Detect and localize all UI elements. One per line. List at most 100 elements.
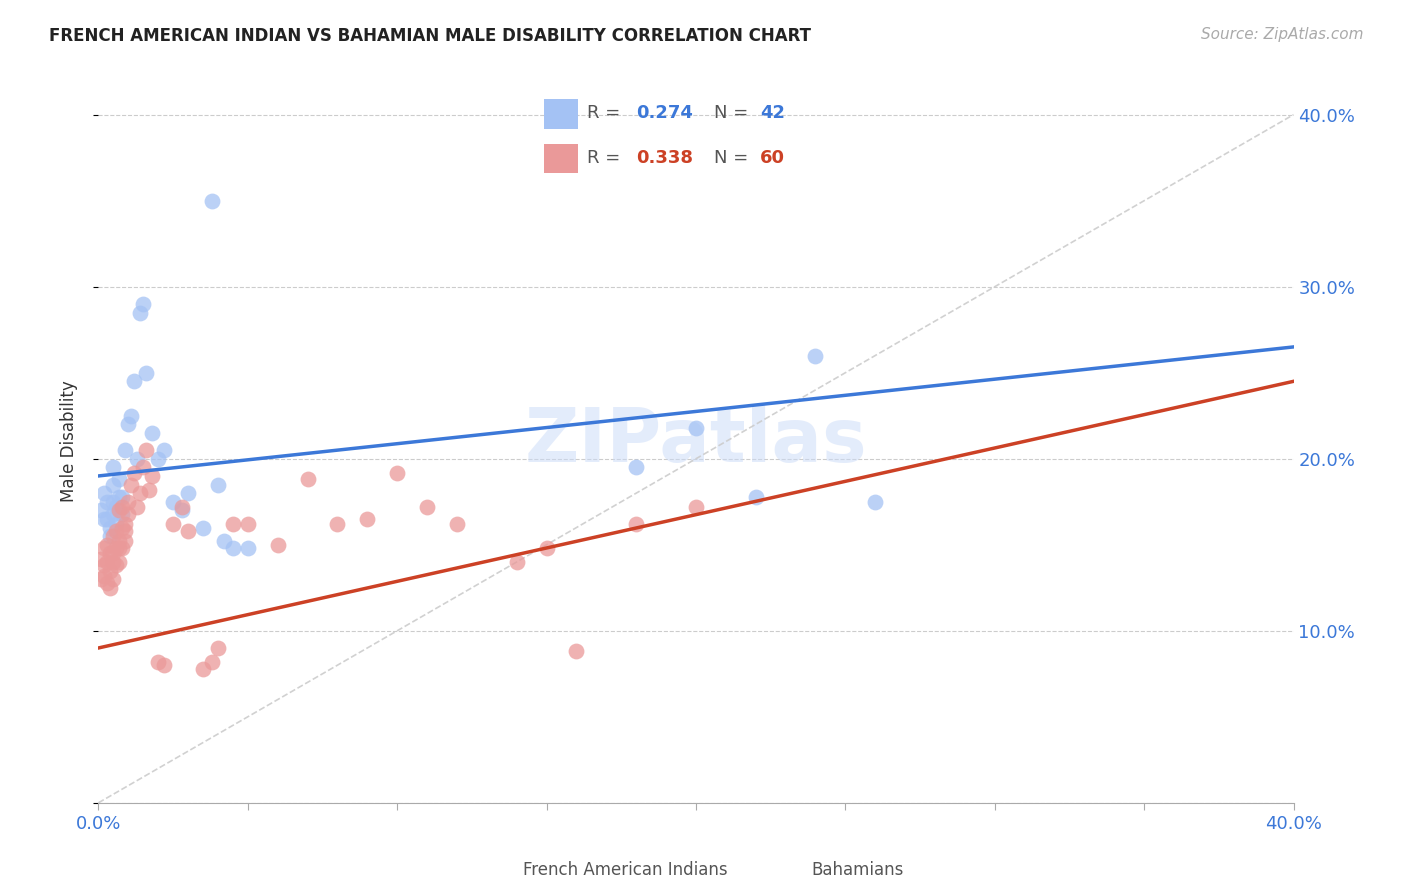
Point — [120, 477, 142, 491]
Point — [191, 520, 214, 534]
Point — [191, 662, 214, 676]
Point — [93, 541, 115, 556]
Point — [93, 512, 115, 526]
Point — [103, 572, 125, 586]
Text: 0.338: 0.338 — [637, 149, 693, 167]
Point — [93, 486, 115, 500]
Point — [108, 490, 131, 504]
Point — [96, 512, 118, 526]
Text: 0.274: 0.274 — [637, 104, 693, 122]
Point — [132, 297, 155, 311]
Point — [117, 507, 139, 521]
Point — [111, 520, 134, 534]
Point — [129, 486, 152, 500]
Point — [117, 494, 139, 508]
Text: Bahamians: Bahamians — [811, 861, 904, 879]
Point — [108, 555, 131, 569]
Point — [127, 451, 149, 466]
Point — [108, 503, 131, 517]
Point — [103, 494, 125, 508]
Point — [162, 494, 184, 508]
Point — [132, 460, 155, 475]
Point — [103, 555, 125, 569]
Point — [105, 558, 128, 573]
Point — [222, 517, 245, 532]
Point — [111, 500, 134, 514]
Point — [108, 534, 131, 549]
Point — [96, 575, 118, 590]
Point — [626, 460, 648, 475]
Point — [172, 503, 194, 517]
Point — [162, 517, 184, 532]
Text: Source: ZipAtlas.com: Source: ZipAtlas.com — [1201, 27, 1364, 42]
Point — [172, 500, 194, 514]
Point — [565, 644, 588, 658]
Text: FRENCH AMERICAN INDIAN VS BAHAMIAN MALE DISABILITY CORRELATION CHART: FRENCH AMERICAN INDIAN VS BAHAMIAN MALE … — [49, 27, 811, 45]
Text: N =: N = — [714, 104, 754, 122]
Point — [745, 490, 768, 504]
Point — [98, 581, 122, 595]
Point — [446, 517, 468, 532]
Point — [98, 529, 122, 543]
Point — [201, 655, 224, 669]
Point — [141, 469, 163, 483]
Text: ZIPatlas: ZIPatlas — [524, 405, 868, 478]
Point — [626, 517, 648, 532]
Point — [385, 466, 409, 480]
Point — [212, 534, 235, 549]
Point — [207, 640, 229, 655]
Point — [114, 517, 136, 532]
Text: French American Indians: French American Indians — [523, 861, 728, 879]
Point — [117, 417, 139, 432]
Point — [105, 500, 128, 514]
Point — [506, 555, 529, 569]
Point — [153, 658, 176, 673]
Point — [108, 472, 131, 486]
Point — [111, 541, 134, 556]
Point — [103, 477, 125, 491]
Point — [93, 568, 115, 582]
Point — [135, 366, 157, 380]
Point — [103, 546, 125, 560]
Point — [416, 500, 439, 514]
Point — [124, 466, 146, 480]
Text: R =: R = — [586, 149, 626, 167]
Text: R =: R = — [586, 104, 626, 122]
Point — [96, 538, 118, 552]
Point — [105, 524, 128, 538]
Text: 42: 42 — [761, 104, 785, 122]
Point — [105, 541, 128, 556]
Point — [103, 529, 125, 543]
Point — [124, 375, 146, 389]
Point — [141, 425, 163, 440]
Text: N =: N = — [714, 149, 754, 167]
Point — [326, 517, 349, 532]
Point — [108, 541, 131, 556]
Point — [105, 517, 128, 532]
Point — [114, 524, 136, 538]
Point — [685, 421, 707, 435]
Point — [111, 507, 134, 521]
Point — [120, 409, 142, 423]
Point — [135, 443, 157, 458]
Point — [98, 520, 122, 534]
Point — [98, 564, 122, 578]
Point — [148, 655, 170, 669]
Bar — [544, 98, 578, 128]
Bar — [544, 144, 578, 173]
Point — [236, 541, 259, 556]
Point — [153, 443, 176, 458]
Point — [93, 558, 115, 573]
Point — [222, 541, 245, 556]
Point — [129, 305, 152, 319]
Point — [201, 194, 224, 208]
Point — [685, 500, 707, 514]
Point — [804, 349, 827, 363]
Point — [127, 500, 149, 514]
Point — [148, 451, 170, 466]
Point — [297, 472, 319, 486]
Text: 60: 60 — [761, 149, 785, 167]
Point — [536, 541, 558, 556]
Point — [90, 551, 112, 566]
Point — [90, 572, 112, 586]
